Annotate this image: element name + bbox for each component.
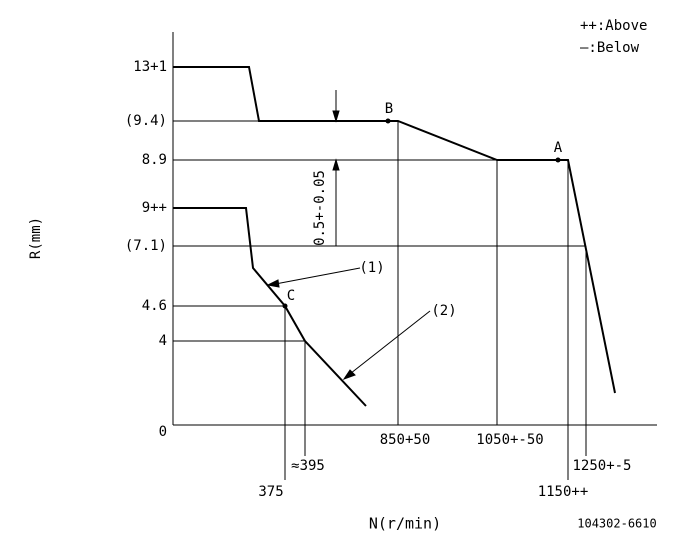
x-label: 1050+-50 xyxy=(476,432,543,448)
point-c xyxy=(282,303,288,309)
x-axis-title: N(r/min) xyxy=(369,515,441,533)
legend-entry: —:Below xyxy=(580,40,640,56)
dimension-line xyxy=(332,90,340,246)
point-label: B xyxy=(385,101,393,117)
y-label: (7.1) xyxy=(125,238,167,254)
drawing-code: 104302-6610 xyxy=(577,517,656,531)
x-label: ≈395 xyxy=(291,458,325,474)
y-axis-title: R(mm) xyxy=(28,217,44,259)
upper-curve xyxy=(173,66,616,394)
y-label: 0 xyxy=(159,424,167,440)
y-label: (9.4) xyxy=(125,113,167,129)
curve-label: (2) xyxy=(431,303,456,319)
x-label: 850+50 xyxy=(380,432,431,448)
x-label: 375 xyxy=(258,484,283,500)
guide-lines xyxy=(173,120,587,480)
legend-entry: ++:Above xyxy=(580,18,647,34)
curve-label: (1) xyxy=(359,260,384,276)
point-label: A xyxy=(554,140,563,156)
y-label: 9++ xyxy=(142,200,167,216)
y-label: 4 xyxy=(159,333,167,349)
point-b xyxy=(385,118,391,124)
dimension-label: 0.5+-0.05 xyxy=(312,170,328,246)
x-label: 1250+-5 xyxy=(572,458,631,474)
y-label: 8.9 xyxy=(142,152,167,168)
point-a xyxy=(555,157,561,163)
x-label: 1150++ xyxy=(538,484,589,500)
y-label: 13+1 xyxy=(133,59,167,75)
lower-curve xyxy=(173,207,367,407)
leaders xyxy=(266,267,431,380)
point-label: C xyxy=(287,288,295,304)
y-label: 4.6 xyxy=(142,298,167,314)
